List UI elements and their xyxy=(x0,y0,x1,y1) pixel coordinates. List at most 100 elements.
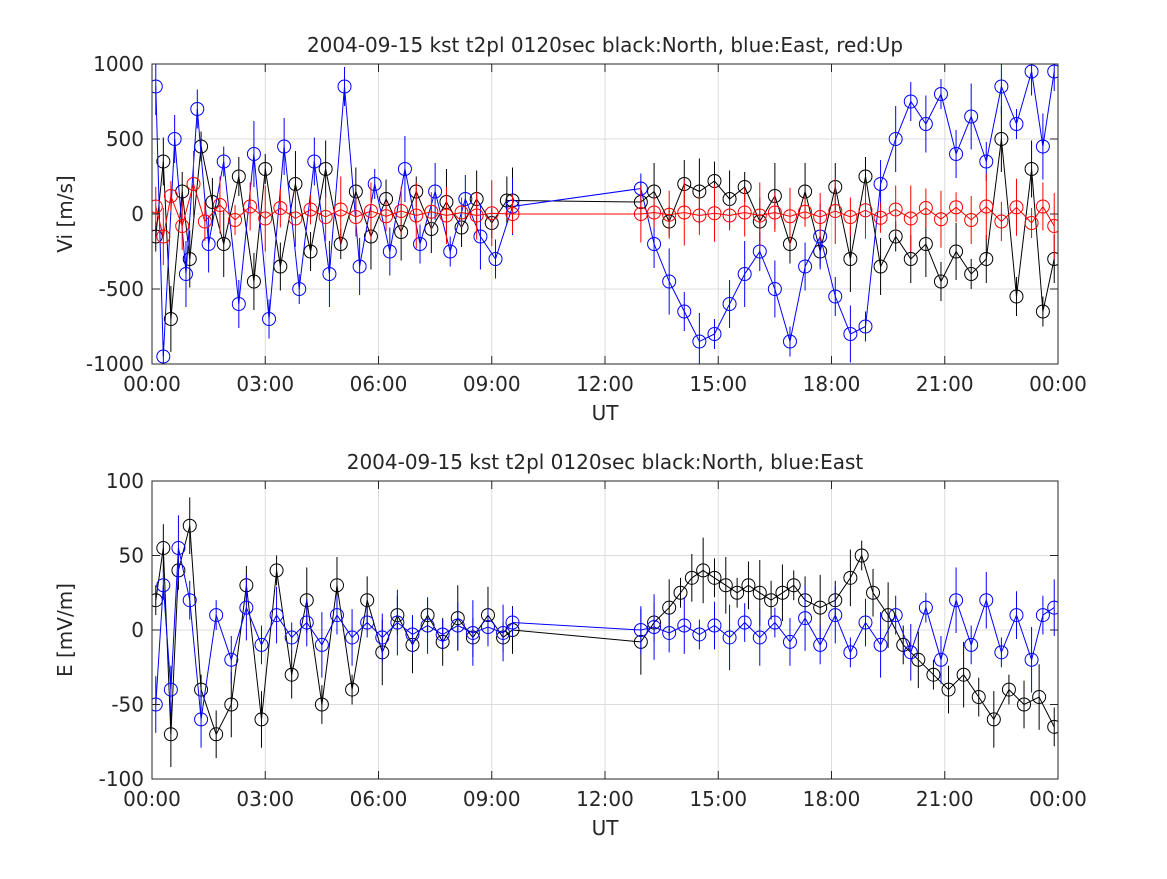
electric-field-series-0-point xyxy=(741,578,756,593)
velocity-series-1-point xyxy=(692,334,707,349)
electric-field-series-0-point xyxy=(956,667,971,682)
velocity-series-2-point xyxy=(903,211,918,226)
velocity-panel: 00:00 03:00 06:00 09:00 12:00 15:00 18:00 21:00… xyxy=(53,33,1087,425)
velocity-series-1-point xyxy=(843,327,858,341)
velocity-series-0-point xyxy=(163,312,178,326)
velocity-series-0-point xyxy=(979,252,994,266)
velocity-series-0-point xyxy=(152,229,163,244)
velocity-series-2-point xyxy=(484,206,499,221)
velocity-series-2-point xyxy=(409,208,424,223)
electric-field-series-0-point xyxy=(1032,690,1047,705)
electric-field-series-0-point xyxy=(345,682,360,697)
velocity-series-2-point xyxy=(752,208,767,223)
velocity-series-1-point xyxy=(782,334,797,349)
velocity-y-tick-label: 500 xyxy=(106,127,144,151)
electric-field-series-0-point xyxy=(1017,697,1032,712)
electric-field-series-1-point xyxy=(933,652,948,667)
velocity-series-1-point xyxy=(1035,139,1050,154)
velocity-series-1-point xyxy=(737,267,752,281)
electric-field-series-1-point xyxy=(480,620,495,635)
velocity-series-0-point xyxy=(903,252,918,266)
electric-field-y-tick-label: 50 xyxy=(119,544,144,568)
electric-field-series-1-point xyxy=(677,618,692,633)
velocity-series-1-point xyxy=(767,282,782,296)
electric-field-series-0-point xyxy=(866,585,881,600)
electric-field-series-0-point xyxy=(284,667,299,682)
electric-field-series-1-point xyxy=(224,652,239,667)
velocity-series-2-point xyxy=(439,208,454,223)
velocity-series-2-point xyxy=(918,201,933,215)
electric-field-series-0-point xyxy=(156,541,171,556)
velocity-y-tick-label: -1000 xyxy=(86,352,144,376)
electric-field-panel: 00:00 03:00 06:00 09:00 12:00 15:00 18:00 21:00… xyxy=(53,450,1087,840)
electric-field-x-tick-label: 21:00 xyxy=(916,787,974,811)
velocity-series-1-point xyxy=(979,154,994,169)
velocity-series-1-point xyxy=(458,192,473,206)
electric-field-y-tick-label: 0 xyxy=(131,618,144,642)
electric-field-x-tick-label: 03:00 xyxy=(236,787,294,811)
velocity-series-2-point xyxy=(163,189,178,203)
electric-field-series-1-point xyxy=(152,697,163,712)
velocity-series-1-point xyxy=(903,94,918,109)
velocity-x-axis-label: UT xyxy=(592,401,620,425)
electric-field-x-tick-label: 18:00 xyxy=(803,787,861,811)
electric-field-series-1-point xyxy=(873,637,888,652)
velocity-series-2-point xyxy=(828,204,843,218)
electric-field-chart-title: 2004-09-15 kst t2pl 0120sec black:North,… xyxy=(347,450,864,474)
electric-field-y-tick-label: 100 xyxy=(106,469,144,493)
electric-field-series-group xyxy=(152,497,1058,768)
velocity-series-2-point xyxy=(197,214,212,229)
electric-field-series-0-point xyxy=(843,570,858,585)
velocity-series-0-point xyxy=(1009,289,1024,304)
electric-field-series-1-point xyxy=(390,615,405,630)
velocity-x-tick-label: 15:00 xyxy=(689,372,747,396)
electric-field-series-0-point xyxy=(684,570,699,585)
velocity-x-tick-label: 12:00 xyxy=(576,372,634,396)
velocity-series-1-point xyxy=(337,79,352,94)
velocity-series-1-point xyxy=(662,274,677,289)
velocity-series-1-point xyxy=(888,132,903,146)
electric-field-series-1-point xyxy=(254,637,269,652)
electric-field-series-0-point xyxy=(881,608,896,623)
velocity-series-2-point xyxy=(677,205,692,220)
electric-field-series-1-point xyxy=(828,608,843,623)
velocity-series-2-point xyxy=(469,208,484,223)
electric-field-series-0-point xyxy=(813,600,828,615)
electric-field-series-0-point xyxy=(360,593,375,608)
velocity-series-1-point xyxy=(156,349,171,364)
velocity-series-2-point xyxy=(767,205,782,220)
electric-field-series-1-point xyxy=(782,634,797,649)
electric-field-series-0-point xyxy=(986,712,1001,727)
velocity-series-1-point xyxy=(307,154,322,169)
electric-field-series-1-point xyxy=(722,630,737,645)
electric-field-series-0-point xyxy=(673,585,688,600)
velocity-series-2-point xyxy=(662,207,677,222)
velocity-series-0-point xyxy=(843,252,858,266)
velocity-x-tick-label: 00:00 xyxy=(1029,372,1087,396)
velocity-series-2-point xyxy=(454,205,469,220)
velocity-series-2-point xyxy=(1024,216,1039,230)
electric-field-series-0-point xyxy=(182,518,197,533)
velocity-series-0-point xyxy=(205,195,220,209)
electric-field-series-0-point xyxy=(1047,719,1058,734)
velocity-series-1-point xyxy=(152,79,163,94)
velocity-series-0-point xyxy=(994,132,1009,146)
electric-field-x-tick-label: 00:00 xyxy=(123,787,181,811)
electric-field-series-0-point xyxy=(718,578,733,593)
velocity-series-2-point xyxy=(692,208,707,223)
electric-field-series-0-point xyxy=(941,682,956,697)
electric-field-series-1-point xyxy=(858,615,873,630)
electric-field-series-1-point xyxy=(505,615,520,630)
electric-field-x-tick-label: 09:00 xyxy=(463,787,521,811)
electric-field-series-0-point xyxy=(854,548,869,563)
velocity-series-1-point xyxy=(178,267,193,281)
electric-field-series-1-point xyxy=(194,712,209,727)
velocity-series-1-point xyxy=(322,267,337,281)
velocity-series-1-point xyxy=(1009,117,1024,131)
velocity-series-0-point xyxy=(231,169,246,184)
velocity-series-1-point xyxy=(677,304,692,319)
electric-field-series-1-point xyxy=(435,627,450,642)
electric-field-series-0-point xyxy=(329,578,344,593)
